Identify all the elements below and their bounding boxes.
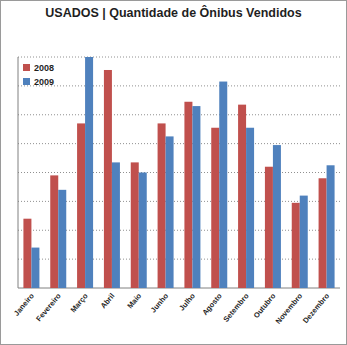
legend-swatch	[23, 64, 30, 71]
x-tick-label: Agosto	[200, 291, 224, 317]
bar	[238, 105, 246, 288]
bar	[104, 70, 112, 288]
bar	[77, 123, 85, 288]
legend-label: 2009	[34, 77, 54, 87]
bar	[58, 190, 66, 288]
bar	[327, 165, 335, 288]
bar	[139, 173, 147, 289]
bar	[50, 175, 58, 288]
x-tick-label: Novembro	[274, 291, 305, 326]
frame	[1, 1, 347, 345]
x-tick-label: Junho	[149, 291, 171, 314]
bar	[166, 136, 174, 288]
x-tick-label: Setembro	[221, 291, 250, 324]
bar	[265, 167, 273, 288]
bar	[319, 178, 327, 288]
bar	[112, 162, 120, 288]
grid-line	[18, 57, 340, 58]
x-tick-label: Janeiro	[12, 291, 36, 318]
x-tick-label: Maio	[125, 291, 143, 310]
bar	[192, 106, 200, 288]
bar	[131, 162, 139, 288]
bar	[31, 248, 39, 288]
title: USADOS | Quantidade de Ônibus Vendidos	[45, 5, 301, 20]
bar	[300, 196, 308, 288]
grid-line	[18, 288, 340, 289]
bar	[219, 82, 227, 288]
grid-line	[18, 85, 340, 86]
bar	[23, 219, 31, 288]
bars	[23, 57, 334, 288]
bar	[246, 128, 254, 288]
chart: USADOS | Quantidade de Ônibus Vendidos Ja…	[0, 0, 347, 345]
x-tick-label: Dezembro	[301, 291, 331, 325]
grid-line	[18, 259, 340, 260]
grid-line	[18, 143, 340, 144]
x-tick-label: Outubro	[252, 291, 278, 320]
legend-swatch	[23, 78, 30, 85]
bar	[184, 102, 192, 288]
grid-line	[18, 201, 340, 202]
x-tick-label: Março	[69, 291, 90, 314]
grid-line	[18, 114, 340, 115]
bar	[85, 57, 93, 288]
x-tick-label: Abril	[99, 292, 117, 311]
legend-label: 2008	[34, 63, 54, 73]
x-tick-label: Fevereiro	[34, 291, 63, 323]
bar	[292, 203, 300, 288]
grid-line	[18, 172, 340, 173]
bar	[273, 145, 281, 288]
bar	[211, 128, 219, 288]
x-tick-label: Julho	[177, 291, 197, 312]
bar	[158, 123, 166, 288]
grid-line	[18, 230, 340, 231]
y-axis	[18, 57, 19, 288]
